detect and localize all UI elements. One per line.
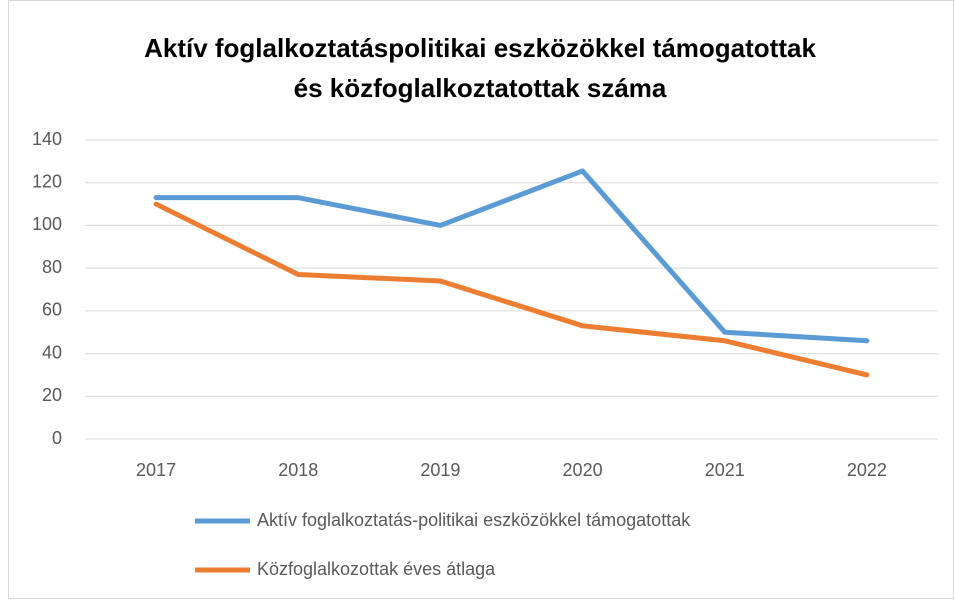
series-line [153, 201, 870, 378]
y-tick-label: 100 [32, 214, 62, 234]
legend-label: Közfoglalkozottak éves átlaga [257, 559, 496, 579]
chart-frame [8, 0, 954, 599]
series-line [153, 168, 870, 344]
chart-title: Aktív foglalkoztatáspolitikai eszközökke… [144, 33, 816, 63]
y-tick-label: 140 [32, 129, 62, 149]
y-tick-label: 40 [42, 342, 62, 362]
y-tick-label: 120 [32, 171, 62, 191]
x-tick-label: 2022 [847, 460, 887, 480]
x-tick-label: 2018 [278, 460, 318, 480]
y-tick-label: 80 [42, 257, 62, 277]
legend-label: Aktív foglalkoztatás-politikai eszközökk… [257, 510, 691, 530]
x-tick-label: 2021 [705, 460, 745, 480]
x-tick-label: 2019 [420, 460, 460, 480]
y-tick-label: 60 [42, 300, 62, 320]
y-tick-label: 0 [52, 428, 62, 448]
x-tick-label: 2017 [136, 460, 176, 480]
y-tick-label: 20 [42, 385, 62, 405]
chart-title: és közfoglalkoztatottak száma [294, 73, 667, 103]
x-tick-label: 2020 [563, 460, 603, 480]
